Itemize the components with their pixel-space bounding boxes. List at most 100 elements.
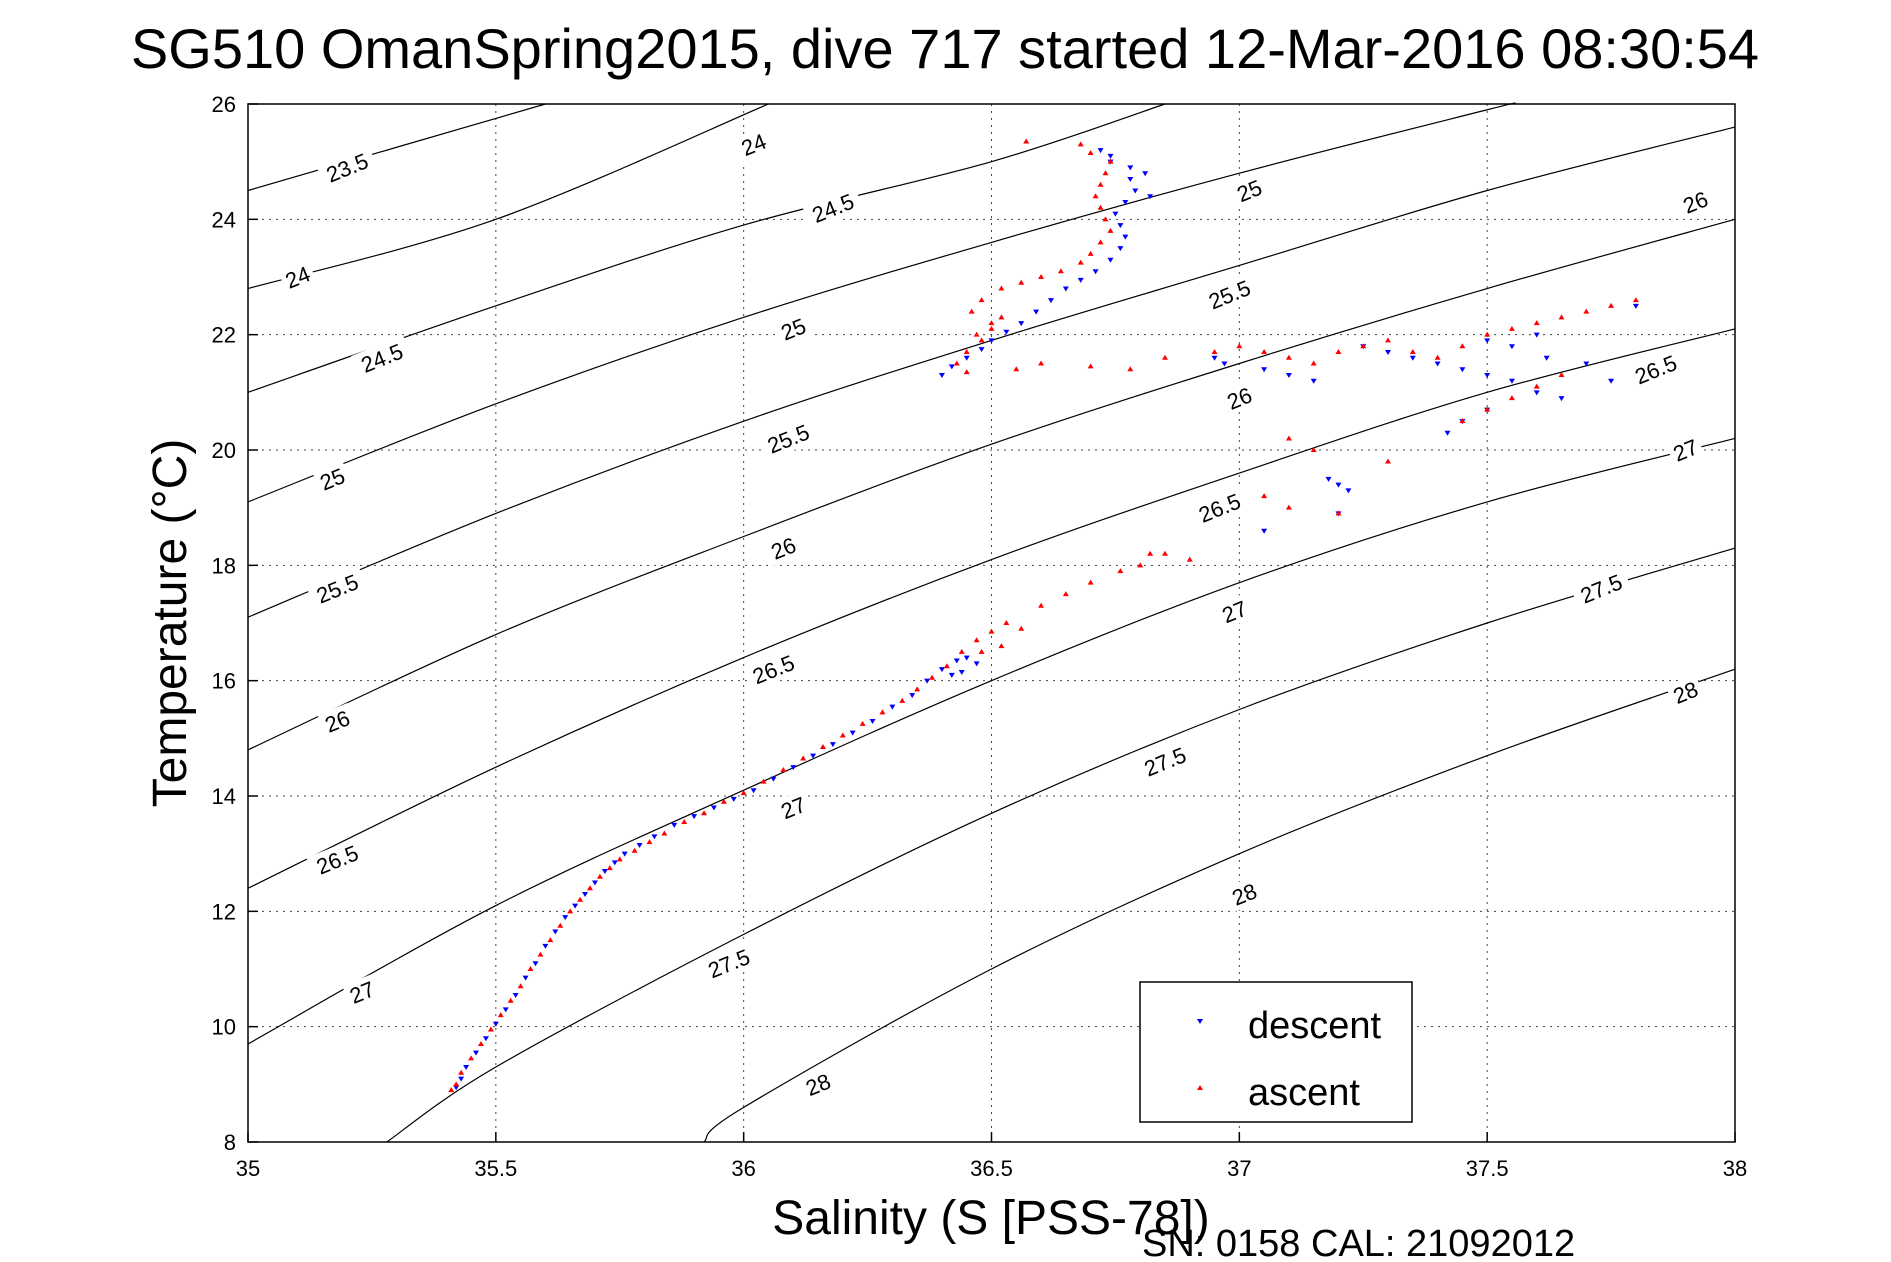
descent-point xyxy=(924,678,931,684)
descent-point xyxy=(502,1007,509,1013)
descent-point xyxy=(636,843,643,849)
ascent-point xyxy=(1077,259,1084,265)
ascent-point xyxy=(1077,141,1084,147)
serial-calibration-footer: SN: 0158 CAL: 21092012 xyxy=(1142,1223,1575,1262)
ascent-point xyxy=(929,674,936,680)
ascent-point xyxy=(988,325,995,331)
descent-point xyxy=(1409,355,1416,361)
contour-label-text: 25.5 xyxy=(1205,275,1254,314)
ascent-point xyxy=(1632,297,1639,303)
ascent-point xyxy=(963,348,970,354)
density-contours xyxy=(247,102,1736,1143)
ascent-point xyxy=(587,885,594,891)
descent-point xyxy=(1310,378,1317,384)
ascent-point xyxy=(1335,510,1342,516)
contour-label: 23.5 xyxy=(316,144,378,190)
descent-point xyxy=(512,992,519,998)
grid xyxy=(248,104,1735,1142)
ascent-point xyxy=(998,314,1005,320)
descent-point xyxy=(1147,194,1154,200)
descent-point xyxy=(978,347,985,353)
contour-label: 27.5 xyxy=(1570,565,1633,611)
ascent-point xyxy=(1062,591,1069,597)
contour-line-25 xyxy=(247,102,1516,503)
contour-label-bg xyxy=(1229,172,1269,209)
y-tick-label: 8 xyxy=(224,1130,236,1155)
ascent-point xyxy=(596,873,603,879)
ascent-point xyxy=(760,778,767,784)
descent-point xyxy=(1583,361,1590,367)
contour-label: 24.5 xyxy=(350,335,413,381)
contour-label: 25 xyxy=(312,460,352,497)
descent-point xyxy=(532,961,539,967)
contour-label-bg xyxy=(763,529,804,567)
contour-label-bg xyxy=(342,974,382,1011)
descent-point xyxy=(671,822,678,828)
ascent-point xyxy=(978,297,985,303)
descent-point xyxy=(948,672,955,678)
contour-label: 27 xyxy=(1214,593,1255,630)
descent-point xyxy=(1533,390,1540,396)
descent-point xyxy=(1117,223,1124,229)
ascent-point xyxy=(1261,348,1268,354)
ascent-point xyxy=(1508,325,1515,331)
y-axis-label: Temperature (°C) xyxy=(144,439,197,808)
ascent-point xyxy=(1087,579,1094,585)
series-descent xyxy=(453,148,1639,1091)
contour-label-bg xyxy=(773,789,813,826)
descent-point xyxy=(938,667,945,673)
ascent-point xyxy=(1102,216,1109,222)
ascent-point xyxy=(1107,227,1114,233)
ascent-point xyxy=(527,966,534,971)
ascent-point xyxy=(1147,550,1154,556)
contour-label-bg xyxy=(773,310,813,347)
contour-label-bg xyxy=(1570,565,1633,611)
descent-point xyxy=(1385,349,1392,355)
ascent-point xyxy=(1360,343,1367,349)
descent-point xyxy=(522,975,529,981)
contour-label-bg xyxy=(742,646,805,692)
ascent-point xyxy=(1409,348,1416,354)
ascent-point xyxy=(1236,343,1243,349)
descent-point xyxy=(1211,355,1218,361)
descent-point xyxy=(1632,303,1639,309)
descent-point xyxy=(611,860,618,866)
ascent-point xyxy=(1107,158,1114,164)
ascent-point xyxy=(780,767,787,773)
ascent-point xyxy=(1558,372,1565,378)
ascent-point xyxy=(1097,204,1104,210)
y-tick-label: 16 xyxy=(212,669,236,694)
x-tick-label: 38 xyxy=(1723,1156,1747,1181)
descent-point xyxy=(1092,269,1099,275)
contour-label: 24 xyxy=(277,258,318,296)
descent-point xyxy=(1261,367,1268,373)
descent-point xyxy=(572,903,579,909)
ascent-point xyxy=(1186,556,1193,562)
descent-point xyxy=(958,670,965,676)
ascent-point xyxy=(1038,360,1045,366)
descent-point xyxy=(1132,188,1139,194)
contour-label: 25 xyxy=(1229,172,1269,209)
x-tick-label: 35.5 xyxy=(474,1156,517,1181)
ascent-point xyxy=(497,1012,504,1018)
series-ascent xyxy=(448,138,1639,1093)
contour-line-27-5 xyxy=(386,547,1736,1143)
descent-point xyxy=(1221,361,1228,367)
descent-point xyxy=(482,1036,489,1042)
descent-point xyxy=(1533,332,1540,338)
y-tick-label: 26 xyxy=(212,92,236,117)
descent-point xyxy=(1261,528,1268,534)
legend-label-ascent: ascent xyxy=(1248,1072,1360,1114)
ascent-point xyxy=(1285,435,1292,441)
contour-label-bg xyxy=(1665,674,1706,711)
ascent-point xyxy=(1087,150,1094,156)
y-tick-label: 24 xyxy=(212,207,236,232)
contour-label: 27 xyxy=(342,974,382,1011)
descent-point xyxy=(938,373,945,379)
descent-point xyxy=(621,851,628,857)
ascent-point xyxy=(914,686,921,692)
ascent-point xyxy=(819,743,826,749)
ascent-point xyxy=(978,648,985,654)
ascent-point xyxy=(1018,279,1025,285)
descent-point xyxy=(1047,298,1054,304)
